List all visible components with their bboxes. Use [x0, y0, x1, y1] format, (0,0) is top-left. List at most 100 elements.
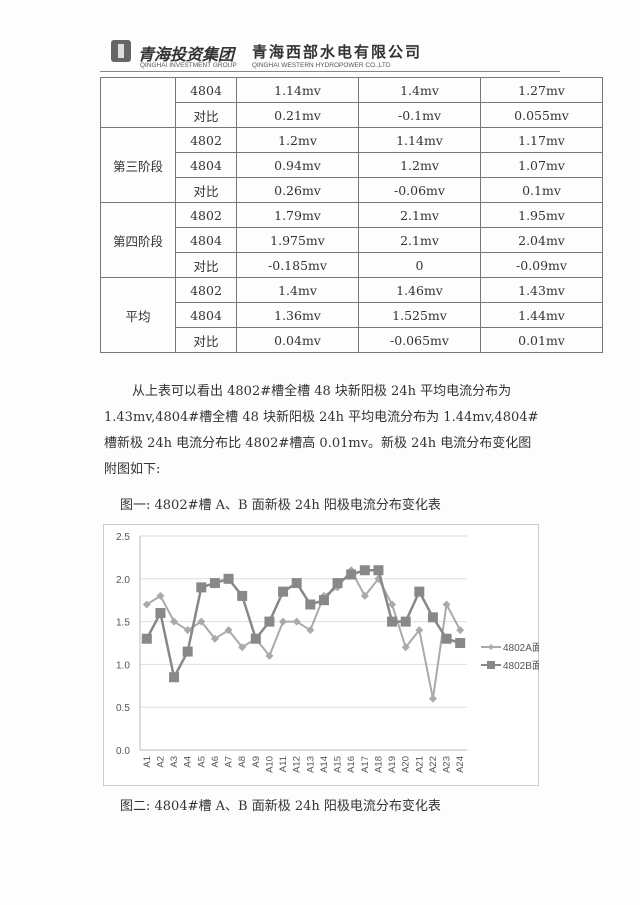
data-point-square — [155, 608, 166, 619]
cell-label: 4804 — [175, 227, 237, 253]
data-point-square — [427, 612, 438, 623]
group-name-en: QINGHAI INVESTMENT GROUP — [140, 62, 237, 69]
x-tick-label: A24 — [455, 756, 466, 773]
data-point-square — [332, 578, 343, 589]
data-point-diamond — [238, 643, 247, 652]
x-tick-label: A17 — [360, 756, 371, 773]
data-point-square — [305, 599, 316, 610]
cell-value: 0.26mv — [236, 177, 359, 203]
table-row: 对比 0.21mv -0.1mv 0.055mv — [101, 102, 603, 128]
data-point-square — [209, 578, 220, 589]
table-row: 第三阶段 4802 1.2mv 1.14mv 1.17mv — [100, 127, 603, 203]
x-tick-label: A1 — [142, 756, 153, 768]
cell-value: -0.185mv — [236, 252, 359, 278]
cell-value: 1.14mv — [236, 77, 359, 103]
cell-value: -0.065mv — [358, 327, 481, 353]
data-point-diamond — [183, 626, 192, 635]
figure-caption-2: 图二: 4804#槽 A、B 面新极 24h 阳极电流分布变化表 — [120, 799, 441, 814]
cell-value: -0.06mv — [358, 177, 481, 203]
cell-value: -0.09mv — [480, 252, 603, 278]
cell-label: 4802 — [175, 202, 237, 228]
data-point-diamond — [388, 600, 397, 609]
x-tick-label: A5 — [196, 756, 207, 768]
x-tick-label: A15 — [333, 756, 344, 773]
stage-cell — [100, 77, 176, 128]
x-tick-label: A22 — [428, 756, 439, 773]
data-point-diamond — [456, 626, 465, 635]
cell-value: 2.1mv — [358, 227, 481, 253]
x-tick-label: A4 — [183, 756, 194, 768]
stage-cell: 第四阶段 — [100, 202, 176, 278]
cell-label: 对比 — [175, 177, 237, 203]
data-point-square — [373, 565, 384, 576]
data-point-diamond — [442, 600, 451, 609]
data-point-square — [455, 638, 466, 648]
cell-value: -0.1mv — [358, 102, 481, 128]
x-tick-label: A6 — [210, 756, 221, 768]
company-logo — [111, 40, 131, 62]
comparison-table: 4804 1.14mv 1.4mv 1.27mv 对比 0.21mv -0.1mv 0.055… — [100, 77, 603, 353]
data-point-diamond — [428, 694, 437, 703]
x-tick-label: A3 — [169, 756, 180, 768]
x-tick-label: A16 — [346, 756, 357, 773]
data-point-diamond — [142, 600, 151, 609]
y-tick-label: 1.5 — [116, 618, 130, 629]
table-row: 4804 1.36mv 1.525mv 1.44mv — [101, 302, 603, 328]
x-tick-label: A13 — [305, 756, 316, 773]
cell-value: 0.04mv — [236, 327, 359, 353]
data-point-square — [223, 573, 234, 584]
data-point-diamond — [210, 634, 219, 643]
data-point-square — [387, 616, 398, 627]
data-point-diamond — [265, 651, 274, 660]
chart-border — [103, 524, 539, 786]
data-point-diamond — [224, 626, 233, 635]
data-point-square — [441, 633, 452, 644]
paragraph-line: 附图如下: — [104, 462, 161, 477]
x-tick-label: A12 — [292, 756, 303, 773]
x-tick-label: A9 — [251, 756, 262, 768]
data-point-diamond — [279, 617, 288, 626]
cell-value: 1.46mv — [358, 277, 481, 303]
cell-value: 1.2mv — [358, 152, 481, 178]
data-point-square — [346, 569, 357, 580]
paragraph-line: 从上表可以看出 4802#槽全槽 48 块新阳极 24h 平均电流分布为 — [132, 384, 512, 399]
data-point-square — [318, 595, 329, 606]
figure-caption-1: 图一: 4802#槽 A、B 面新极 24h 阳极电流分布变化表 — [120, 498, 441, 513]
cell-value: 1.2mv — [236, 127, 359, 153]
cell-value: 1.14mv — [358, 127, 481, 153]
cell-label: 4804 — [175, 77, 237, 103]
paragraph-line: 槽新极 24h 电流分布比 4802#槽高 0.01mv。新极 24h 电流分布… — [104, 436, 532, 451]
y-tick-label: 2.0 — [116, 575, 130, 586]
cell-label: 对比 — [175, 252, 237, 278]
cell-label: 4802 — [175, 277, 237, 303]
legend-label: 4802A面 — [503, 643, 539, 654]
x-tick-label: A20 — [401, 756, 412, 773]
data-point-square — [359, 565, 370, 576]
company-name-en: QINGHAI WESTERN HYDROPOWER CO.,LTD — [252, 62, 391, 69]
data-point-square — [169, 672, 180, 683]
data-point-square — [196, 582, 207, 593]
table-row: 对比 0.26mv -0.06mv 0.1mv — [101, 177, 603, 203]
x-tick-label: A8 — [237, 756, 248, 768]
legend-label: 4802B面 — [503, 661, 539, 672]
x-tick-label: A11 — [278, 756, 289, 772]
data-point-square — [141, 633, 152, 644]
cell-value: 1.4mv — [358, 77, 481, 103]
data-point-square — [264, 616, 275, 627]
x-tick-label: A7 — [224, 756, 235, 768]
y-tick-label: 1.0 — [116, 660, 130, 671]
cell-value: 1.4mv — [236, 277, 359, 303]
data-point-square — [182, 646, 193, 657]
stage-cell: 平均 — [100, 277, 176, 353]
stage-cell: 第三阶段 — [100, 127, 176, 203]
cell-value: 0.055mv — [480, 102, 603, 128]
data-point-square — [278, 586, 289, 597]
data-point-diamond — [360, 591, 369, 600]
cell-value: 1.525mv — [358, 302, 481, 328]
cell-value: 0.21mv — [236, 102, 359, 128]
y-tick-label: 0.5 — [116, 703, 130, 714]
table-row: 平均 4802 1.4mv 1.46mv 1.43mv — [100, 277, 603, 353]
data-point-square — [414, 586, 425, 597]
data-point-diamond — [401, 643, 410, 652]
